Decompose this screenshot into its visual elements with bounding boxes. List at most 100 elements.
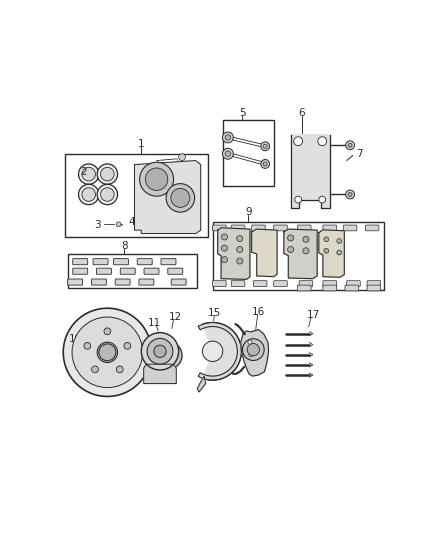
FancyBboxPatch shape <box>323 285 336 291</box>
FancyBboxPatch shape <box>323 281 336 286</box>
FancyBboxPatch shape <box>212 225 226 231</box>
FancyBboxPatch shape <box>171 279 186 285</box>
FancyBboxPatch shape <box>92 279 106 285</box>
Circle shape <box>223 132 233 143</box>
Circle shape <box>160 347 177 364</box>
Bar <box>299 149 321 193</box>
FancyBboxPatch shape <box>161 259 176 265</box>
Circle shape <box>337 250 342 255</box>
Bar <box>65 154 208 237</box>
Circle shape <box>72 317 143 387</box>
Text: 11: 11 <box>148 319 162 328</box>
Circle shape <box>263 144 267 148</box>
FancyBboxPatch shape <box>144 268 159 274</box>
FancyBboxPatch shape <box>139 279 154 285</box>
Text: 1: 1 <box>138 139 145 149</box>
Circle shape <box>104 328 111 335</box>
Circle shape <box>237 246 243 253</box>
FancyBboxPatch shape <box>137 259 152 265</box>
Circle shape <box>247 343 259 356</box>
Circle shape <box>225 151 230 157</box>
Circle shape <box>82 188 95 201</box>
Circle shape <box>319 196 325 203</box>
FancyBboxPatch shape <box>115 279 130 285</box>
FancyBboxPatch shape <box>367 281 381 286</box>
Circle shape <box>179 154 185 160</box>
Circle shape <box>225 135 230 140</box>
Circle shape <box>346 141 354 150</box>
FancyBboxPatch shape <box>67 279 83 285</box>
FancyBboxPatch shape <box>113 259 128 265</box>
Circle shape <box>261 159 270 168</box>
FancyBboxPatch shape <box>73 259 88 265</box>
Polygon shape <box>284 229 317 279</box>
Bar <box>212 222 384 289</box>
Text: 17: 17 <box>307 310 320 320</box>
Circle shape <box>84 342 91 349</box>
FancyBboxPatch shape <box>365 225 379 231</box>
FancyBboxPatch shape <box>274 281 287 286</box>
Circle shape <box>117 366 123 373</box>
FancyBboxPatch shape <box>367 285 381 291</box>
Circle shape <box>154 345 166 358</box>
Circle shape <box>116 222 121 227</box>
Circle shape <box>97 184 117 205</box>
FancyBboxPatch shape <box>274 225 287 231</box>
Text: 9: 9 <box>245 207 251 217</box>
Circle shape <box>288 235 294 241</box>
Circle shape <box>243 339 264 360</box>
Circle shape <box>348 192 352 197</box>
Circle shape <box>337 239 342 244</box>
Circle shape <box>348 143 352 147</box>
Polygon shape <box>144 364 176 384</box>
Polygon shape <box>241 329 268 376</box>
Circle shape <box>171 188 190 207</box>
Circle shape <box>92 366 99 373</box>
Circle shape <box>147 338 173 364</box>
Circle shape <box>202 341 223 361</box>
Text: 5: 5 <box>239 108 245 118</box>
Text: 2: 2 <box>80 167 87 177</box>
Circle shape <box>318 137 327 146</box>
Text: 3: 3 <box>94 220 100 230</box>
Circle shape <box>99 344 116 361</box>
Circle shape <box>237 236 243 241</box>
Polygon shape <box>218 228 250 279</box>
Circle shape <box>222 245 227 251</box>
Circle shape <box>254 346 259 350</box>
FancyBboxPatch shape <box>297 225 311 231</box>
Circle shape <box>97 164 117 184</box>
Polygon shape <box>251 229 277 277</box>
FancyBboxPatch shape <box>96 268 111 274</box>
Circle shape <box>248 340 252 344</box>
Circle shape <box>63 308 152 397</box>
Wedge shape <box>198 322 241 380</box>
FancyBboxPatch shape <box>345 285 359 291</box>
Text: 4: 4 <box>129 217 135 227</box>
FancyBboxPatch shape <box>73 268 88 274</box>
Circle shape <box>140 162 173 196</box>
FancyBboxPatch shape <box>299 281 313 286</box>
Text: 16: 16 <box>252 306 265 317</box>
Circle shape <box>237 258 243 264</box>
FancyBboxPatch shape <box>251 225 265 231</box>
FancyBboxPatch shape <box>253 281 267 286</box>
Polygon shape <box>291 135 330 208</box>
Polygon shape <box>203 322 241 380</box>
Circle shape <box>324 237 328 241</box>
FancyBboxPatch shape <box>343 225 357 231</box>
Text: 6: 6 <box>299 108 305 118</box>
Circle shape <box>346 190 354 199</box>
Circle shape <box>324 248 328 253</box>
Text: 7: 7 <box>356 149 363 159</box>
Circle shape <box>288 246 294 253</box>
Circle shape <box>249 353 253 357</box>
Circle shape <box>263 162 267 166</box>
Circle shape <box>124 342 131 349</box>
Bar <box>223 120 274 186</box>
Circle shape <box>294 137 303 146</box>
Circle shape <box>166 184 194 212</box>
Circle shape <box>141 333 179 370</box>
Circle shape <box>78 164 99 184</box>
Circle shape <box>145 168 168 190</box>
